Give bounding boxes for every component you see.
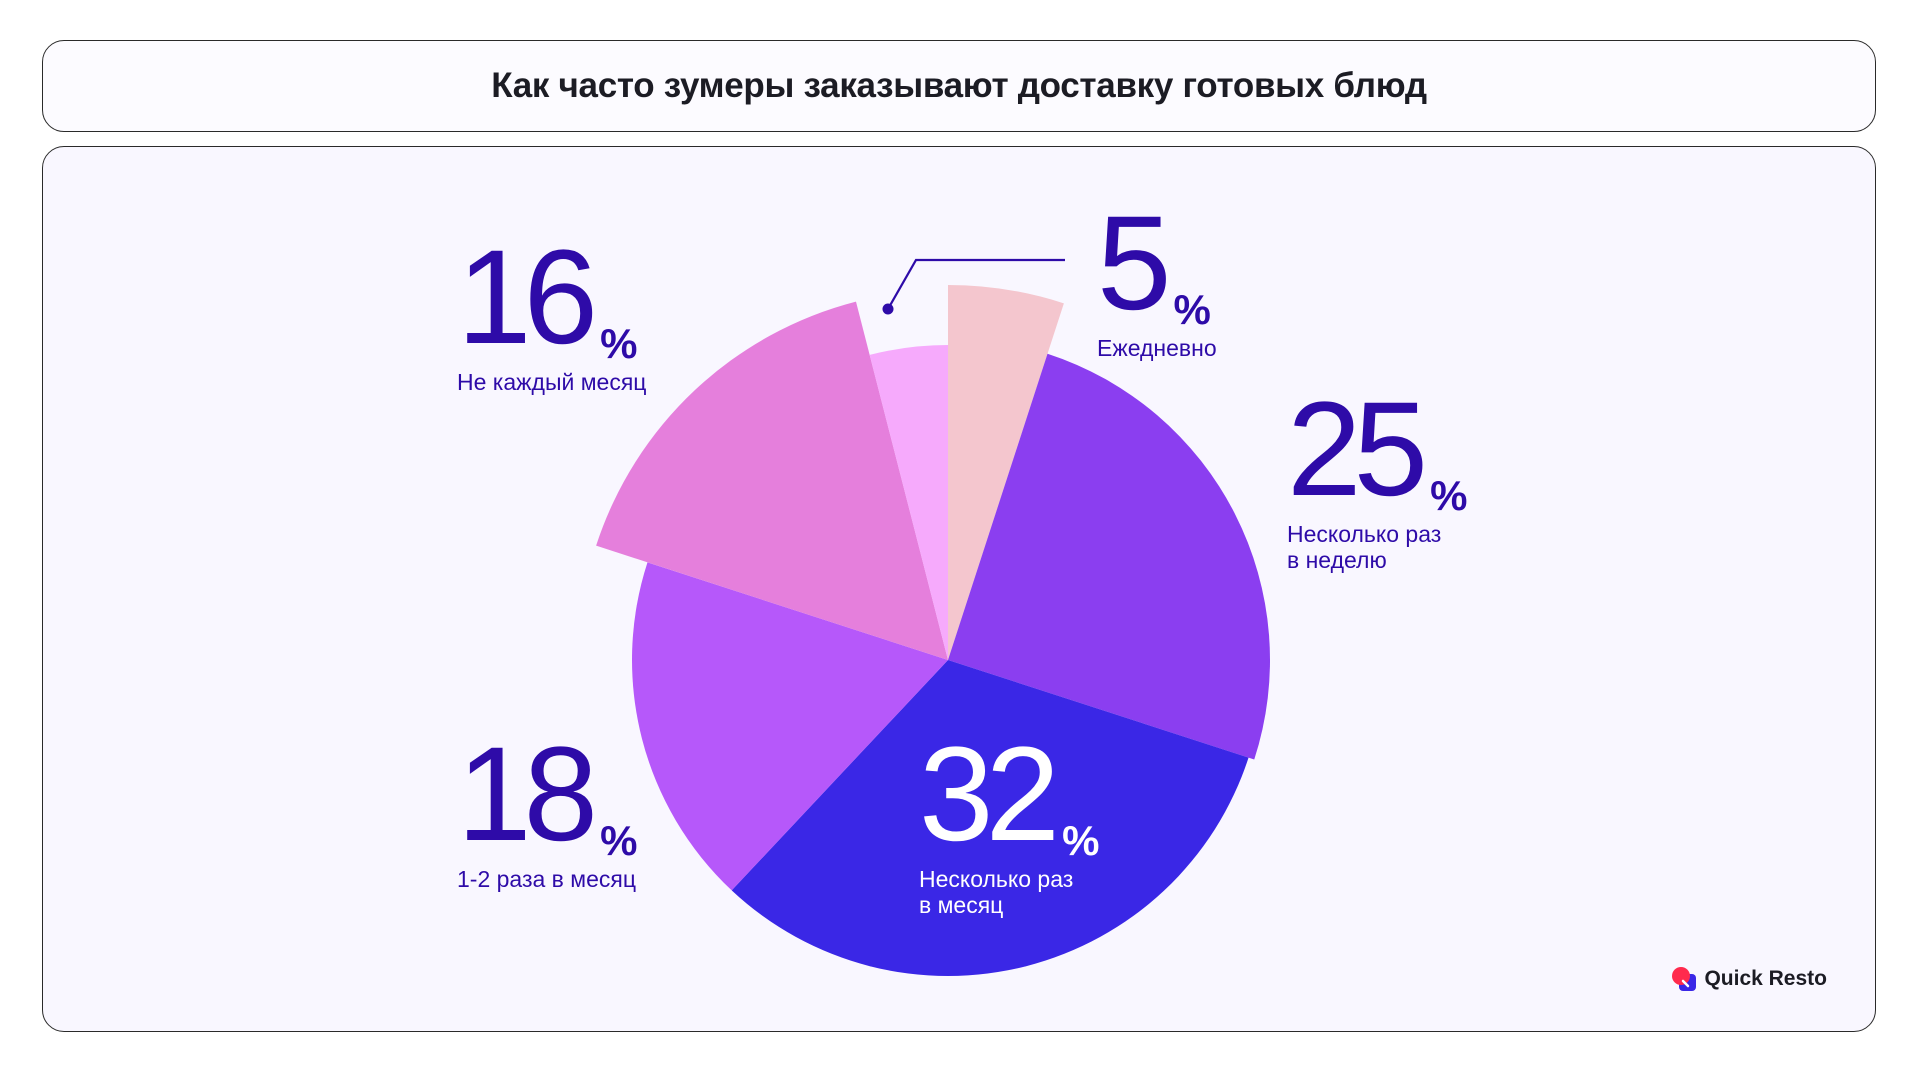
value-daily: 5	[1097, 189, 1171, 338]
brand-name: Quick Resto	[1704, 967, 1827, 990]
chart-panel: 5% Ежедневно 16% Не каждый месяц 25% Нес…	[42, 146, 1876, 1032]
percent-sign-1-2-per-month: %	[600, 817, 638, 864]
value-several-per-month: 32	[919, 720, 1060, 869]
pie-slice-other	[869, 345, 948, 660]
caption-several-per-month-line1: Несколько раз	[919, 866, 1074, 892]
label-daily: 5% Ежедневно	[1097, 189, 1217, 362]
pie-slice-daily	[948, 285, 1064, 660]
value-1-2-per-month: 18	[457, 720, 598, 869]
label-not-every-month: 16% Не каждый месяц	[457, 223, 647, 396]
pie-slice-1-2-per-month	[632, 562, 948, 891]
quick-resto-logo-icon	[1672, 967, 1697, 991]
caption-several-per-month-line2: в месяц	[919, 892, 1004, 918]
pie-slice-not-every-month	[596, 301, 948, 660]
caption-several-per-week-line2: в неделю	[1287, 547, 1387, 573]
pie-slice-several-per-month	[731, 660, 1249, 976]
percent-sign-several-per-week: %	[1430, 472, 1468, 519]
value-several-per-week: 25	[1287, 375, 1428, 524]
pie-slice-several-per-week	[948, 353, 1270, 760]
pie-chart	[596, 258, 1270, 976]
label-several-per-week: 25% Несколько раз в неделю	[1287, 375, 1468, 574]
label-1-2-per-month: 18% 1-2 раза в месяц	[457, 720, 638, 893]
caption-1-2-per-month: 1-2 раза в месяц	[457, 866, 637, 892]
percent-sign-daily: %	[1173, 286, 1211, 333]
percent-sign-several-per-month: %	[1062, 817, 1100, 864]
brand-logo: Quick Resto	[1670, 965, 1827, 993]
caption-daily: Ежедневно	[1097, 335, 1217, 361]
percent-sign-not-every-month: %	[600, 320, 638, 367]
daily-leader-line	[882, 258, 1065, 315]
label-several-per-month: 32% Несколько раз в месяц	[919, 720, 1100, 919]
chart-title: Как часто зумеры заказывают доставку гот…	[491, 66, 1427, 105]
title-panel: Как часто зумеры заказывают доставку гот…	[42, 40, 1876, 132]
caption-several-per-week-line1: Несколько раз	[1287, 521, 1442, 547]
caption-not-every-month: Не каждый месяц	[457, 369, 647, 395]
value-not-every-month: 16	[457, 223, 598, 372]
